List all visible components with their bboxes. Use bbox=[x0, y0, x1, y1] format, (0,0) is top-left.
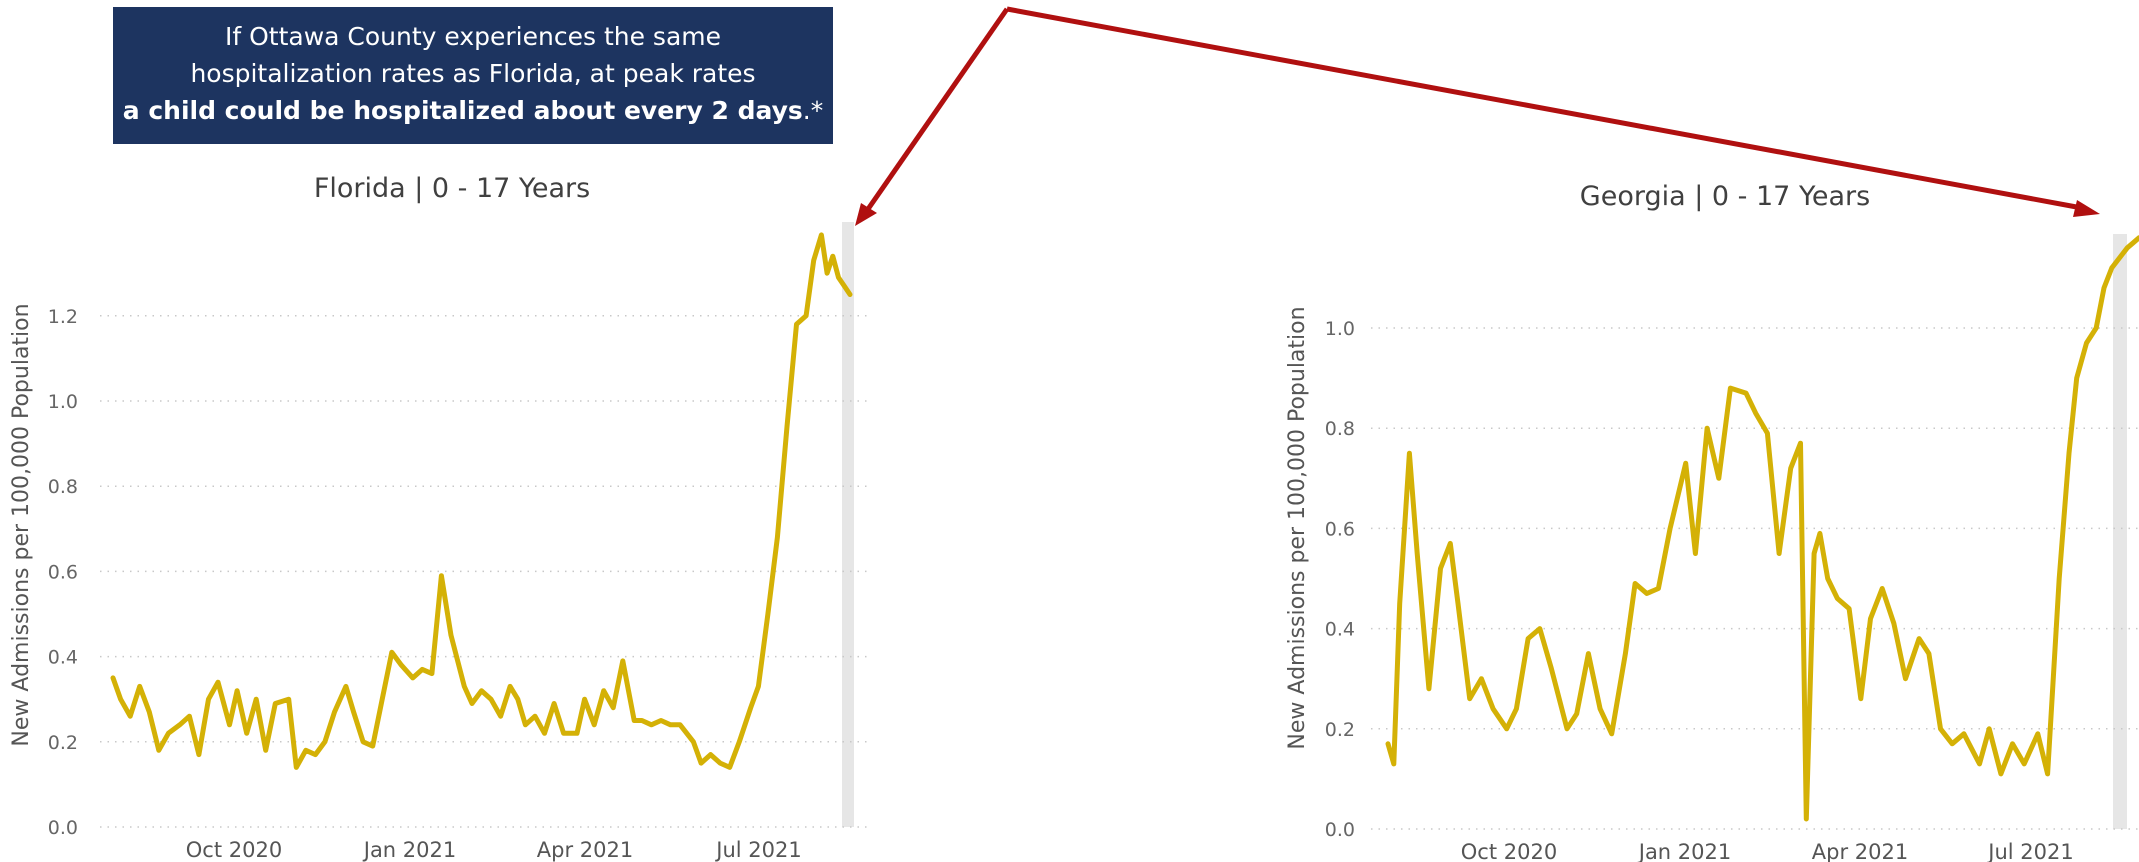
callout-line-2: hospitalization rates as Florida, at pea… bbox=[190, 59, 756, 88]
florida-shaded-region bbox=[842, 222, 854, 827]
florida-y-tick-label: 0.4 bbox=[48, 647, 78, 669]
georgia-y-axis-label: New Admissions per 100,000 Population bbox=[1285, 306, 1310, 749]
georgia-x-tick-label: Jan 2021 bbox=[1637, 840, 1732, 862]
florida-series-line bbox=[110, 232, 853, 770]
georgia-shaded-region bbox=[2113, 234, 2127, 829]
georgia-x-tick-label: Jul 2021 bbox=[1986, 840, 2073, 862]
callout-line-3: a child could be hospitalized about ever… bbox=[113, 92, 833, 129]
callout-footnote-mark: .* bbox=[802, 96, 824, 125]
arrow-to-georgia-head bbox=[2073, 200, 2100, 217]
florida-x-tick-label: Apr 2021 bbox=[537, 838, 633, 862]
arrow-to-florida-line bbox=[863, 7, 1010, 214]
georgia-x-tick-label: Apr 2021 bbox=[1812, 840, 1908, 862]
florida-y-tick-label: 1.0 bbox=[48, 391, 78, 413]
georgia-chart-title: Georgia | 0 - 17 Years bbox=[1580, 181, 1870, 212]
florida-y-tick-label: 0.8 bbox=[48, 476, 78, 498]
callout-line-1: If Ottawa County experiences the same bbox=[224, 22, 721, 51]
florida-x-tick-label: Oct 2020 bbox=[186, 838, 282, 862]
georgia-y-tick-label: 1.0 bbox=[1325, 318, 1355, 340]
georgia-y-tick-label: 0.8 bbox=[1325, 418, 1355, 440]
arrow-to-georgia-line bbox=[1006, 6, 2083, 211]
georgia-series-line bbox=[1385, 235, 2139, 822]
florida-x-tick-label: Jul 2021 bbox=[714, 838, 801, 862]
callout-emphasis: a child could be hospitalized about ever… bbox=[122, 96, 803, 125]
florida-x-tick-label: Jan 2021 bbox=[362, 838, 457, 862]
georgia-y-tick-label: 0.4 bbox=[1325, 619, 1355, 641]
florida-y-tick-label: 0.2 bbox=[48, 732, 78, 754]
arrow-to-florida-head bbox=[855, 203, 877, 226]
georgia-y-tick-label: 0.0 bbox=[1325, 819, 1355, 841]
florida-y-tick-label: 0.0 bbox=[48, 817, 78, 839]
callout-box: If Ottawa County experiences the same ho… bbox=[113, 7, 833, 144]
georgia-y-tick-label: 0.2 bbox=[1325, 719, 1355, 741]
georgia-y-tick-label: 0.6 bbox=[1325, 518, 1355, 540]
florida-y-tick-label: 0.6 bbox=[48, 561, 78, 583]
florida-chart-title: Florida | 0 - 17 Years bbox=[314, 173, 590, 204]
florida-y-tick-label: 1.2 bbox=[48, 306, 78, 328]
florida-y-axis-label: New Admissions per 100,000 Population bbox=[9, 303, 34, 746]
georgia-x-tick-label: Oct 2020 bbox=[1461, 840, 1557, 862]
